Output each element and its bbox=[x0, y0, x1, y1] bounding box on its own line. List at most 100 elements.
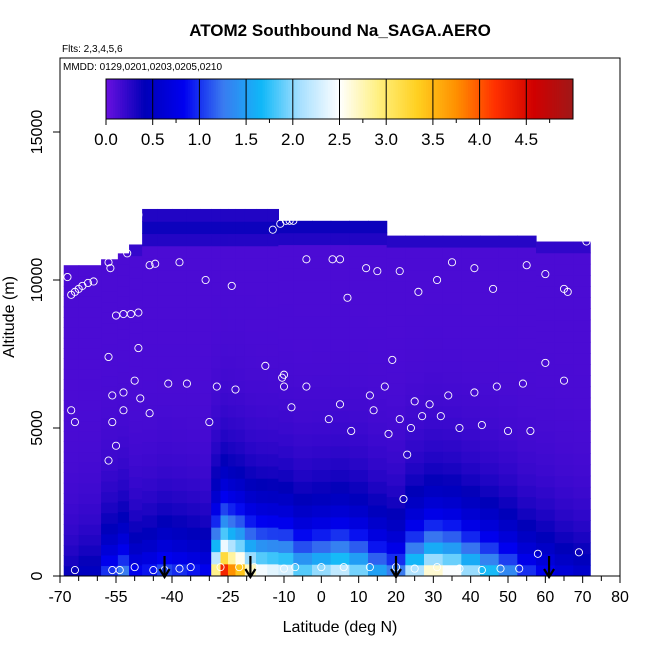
field-cell bbox=[536, 308, 556, 321]
field-cell bbox=[517, 507, 537, 520]
field-cell bbox=[63, 451, 80, 463]
field-cell bbox=[78, 389, 102, 401]
field-cell bbox=[129, 520, 143, 533]
flight-sample-point bbox=[104, 258, 113, 267]
field-cell bbox=[142, 392, 158, 406]
field-cell bbox=[101, 449, 119, 461]
field-cell bbox=[129, 332, 143, 345]
field-cell bbox=[78, 410, 102, 422]
field-cell bbox=[101, 544, 119, 556]
field-cell bbox=[172, 502, 188, 516]
flight-sample-point bbox=[380, 382, 389, 391]
field-cell bbox=[172, 478, 188, 491]
field-cell bbox=[480, 394, 500, 407]
field-cell bbox=[330, 268, 350, 281]
field-cell bbox=[554, 397, 574, 410]
field-cell bbox=[405, 451, 425, 464]
flight-sample-point bbox=[533, 549, 542, 558]
field-cell bbox=[157, 527, 173, 540]
field-cell bbox=[142, 502, 158, 516]
field-cell bbox=[368, 564, 388, 576]
field-cell bbox=[330, 445, 350, 459]
colorbar-segment bbox=[435, 79, 439, 119]
field-cell bbox=[554, 408, 574, 421]
field-cell bbox=[200, 392, 212, 406]
colorbar-segment bbox=[185, 79, 189, 119]
field-cell bbox=[228, 355, 237, 369]
field-cell bbox=[63, 472, 80, 484]
field-cell bbox=[293, 303, 313, 317]
field-cell bbox=[480, 507, 500, 520]
field-cell bbox=[442, 564, 462, 576]
field-cell bbox=[293, 232, 313, 246]
field-cell bbox=[278, 516, 294, 530]
field-cell bbox=[142, 429, 158, 443]
colorbar-segment bbox=[192, 79, 196, 119]
colorbar-segment bbox=[423, 79, 427, 119]
colorbar-segment bbox=[241, 79, 245, 119]
field-cell bbox=[368, 386, 388, 399]
field-cell bbox=[244, 306, 257, 320]
field-cell bbox=[78, 430, 102, 442]
colorbar-segment bbox=[514, 79, 518, 119]
field-cell bbox=[293, 445, 313, 459]
field-cell bbox=[536, 252, 556, 265]
field-cell bbox=[573, 520, 591, 532]
field-cell bbox=[78, 317, 102, 328]
field-cell bbox=[517, 258, 537, 271]
colorbar-segment bbox=[446, 79, 450, 119]
field-cell bbox=[405, 485, 425, 498]
field-cell bbox=[573, 464, 591, 477]
field-cell bbox=[498, 462, 518, 475]
field-cell bbox=[157, 233, 173, 247]
field-cell bbox=[220, 527, 229, 540]
colorbar-segment bbox=[159, 79, 163, 119]
field-cell bbox=[220, 270, 229, 283]
field-cell bbox=[157, 368, 173, 381]
field-cell bbox=[498, 383, 518, 396]
colorbar-segment bbox=[523, 79, 527, 119]
field-cell bbox=[405, 292, 425, 305]
field-cell bbox=[235, 319, 246, 332]
field-cell bbox=[330, 362, 350, 376]
field-cell bbox=[200, 355, 212, 369]
field-cell bbox=[267, 245, 279, 259]
colorbar-segment bbox=[376, 79, 380, 119]
field-cell bbox=[142, 465, 158, 479]
field-cell bbox=[330, 504, 350, 518]
field-cell bbox=[244, 331, 257, 345]
field-cell bbox=[211, 319, 222, 332]
field-cell bbox=[117, 403, 130, 416]
field-cell bbox=[256, 355, 268, 369]
field-cell bbox=[573, 553, 591, 566]
field-cell bbox=[480, 371, 500, 384]
field-cell bbox=[235, 368, 246, 381]
field-cell bbox=[480, 519, 500, 532]
colorbar-segment bbox=[339, 79, 343, 119]
field-cell bbox=[498, 417, 518, 430]
field-cell bbox=[386, 451, 406, 464]
field-cell bbox=[172, 208, 188, 222]
colorbar-segment bbox=[323, 79, 326, 119]
field-cell bbox=[536, 341, 556, 354]
field-cell bbox=[498, 371, 518, 384]
field-cell bbox=[498, 326, 518, 339]
colorbar-segment bbox=[341, 79, 345, 119]
colorbar-segment bbox=[474, 79, 478, 119]
colorbar-segment bbox=[304, 79, 308, 119]
colorbar-segment bbox=[479, 79, 483, 119]
field-cell bbox=[312, 244, 332, 257]
colorbar-segment bbox=[563, 79, 567, 119]
colorbar-segment bbox=[204, 79, 207, 119]
field-cell bbox=[368, 244, 388, 257]
field-cell bbox=[157, 245, 173, 259]
field-cell bbox=[517, 292, 537, 305]
colorbar-segment bbox=[465, 79, 469, 119]
colorbar-segment bbox=[467, 79, 471, 119]
colorbar-segment bbox=[255, 79, 259, 119]
field-cell bbox=[498, 246, 518, 259]
field-cell bbox=[368, 457, 388, 471]
flight-sample-point bbox=[418, 412, 427, 421]
flight-sample-point bbox=[444, 391, 453, 400]
field-cell bbox=[228, 502, 237, 516]
